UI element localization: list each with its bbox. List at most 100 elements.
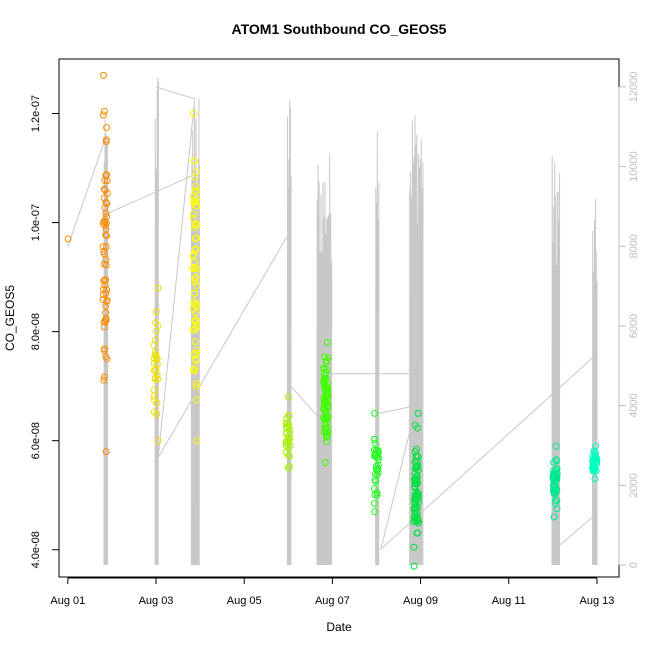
data-point <box>550 467 558 475</box>
data-point <box>191 157 198 165</box>
data-point <box>321 459 329 466</box>
data-point <box>193 396 200 404</box>
points-layer <box>64 71 601 570</box>
data-point <box>553 472 561 480</box>
data-point <box>191 173 199 181</box>
data-point <box>371 508 379 516</box>
data-point <box>103 286 111 294</box>
y-tick-label: 4.0e-08 <box>30 531 42 568</box>
altitude-connector <box>67 138 196 247</box>
data-point <box>152 308 160 315</box>
data-point <box>193 349 200 357</box>
data-point <box>193 265 201 273</box>
data-point <box>414 424 422 432</box>
data-point <box>193 234 201 242</box>
y2-tick-label: 12000 <box>628 72 640 103</box>
data-point <box>100 107 108 115</box>
data-point <box>282 442 290 450</box>
data-point <box>193 282 201 290</box>
data-point <box>190 300 198 308</box>
data-point <box>592 442 600 450</box>
data-point <box>154 437 162 445</box>
x-tick-label: Aug 05 <box>227 595 262 607</box>
y2-tick-label: 4000 <box>628 393 640 417</box>
data-point <box>103 355 111 363</box>
data-point <box>414 453 422 461</box>
data-point <box>103 296 111 304</box>
data-point <box>320 394 328 402</box>
data-point <box>286 430 294 438</box>
data-point <box>371 439 379 447</box>
data-point <box>190 258 198 266</box>
data-point <box>150 341 158 349</box>
data-point <box>192 383 200 391</box>
data-point <box>191 278 199 286</box>
data-point <box>411 496 419 504</box>
y2-tick-label: 2000 <box>628 473 640 497</box>
x-tick-label: Aug 07 <box>315 595 350 607</box>
data-point <box>324 424 331 432</box>
data-point <box>192 324 200 332</box>
data-point <box>103 200 111 208</box>
data-point <box>550 470 557 478</box>
y2-tick-label: 0 <box>628 562 640 568</box>
data-point <box>411 475 419 483</box>
data-point <box>193 221 201 228</box>
data-point <box>190 289 198 297</box>
altitude-trace <box>592 198 598 566</box>
data-point <box>101 281 109 289</box>
data-point <box>411 504 419 512</box>
data-point <box>100 185 108 193</box>
data-point <box>191 318 199 325</box>
data-point <box>286 426 294 434</box>
data-point <box>100 71 107 79</box>
data-point <box>190 110 197 117</box>
data-point <box>374 465 382 472</box>
data-point <box>371 491 379 499</box>
data-point <box>151 348 159 356</box>
data-point <box>150 392 158 400</box>
y-axis-label: CO_GEOS5 <box>3 285 17 351</box>
data-point <box>324 354 332 362</box>
data-point <box>102 448 110 456</box>
data-point <box>189 215 197 222</box>
data-point <box>191 187 199 195</box>
data-point <box>285 393 292 401</box>
data-point <box>192 183 199 190</box>
altitude-connector <box>290 373 417 427</box>
data-point <box>101 221 109 229</box>
data-point <box>411 470 419 478</box>
x-tick-label: Aug 13 <box>580 595 615 607</box>
altitude-connector <box>376 353 598 551</box>
data-point <box>283 420 291 428</box>
data-point <box>322 369 330 377</box>
data-point <box>553 465 561 473</box>
data-point <box>193 380 201 388</box>
data-point <box>410 515 418 523</box>
data-point <box>101 204 109 212</box>
data-point <box>413 488 421 496</box>
x-tick-label: Aug 03 <box>139 595 174 607</box>
data-point <box>413 529 421 537</box>
data-point <box>324 380 332 388</box>
data-point <box>550 486 558 494</box>
data-point <box>102 138 110 145</box>
data-point <box>551 481 559 489</box>
altitude-trace <box>375 131 380 566</box>
data-point <box>410 518 418 526</box>
data-point <box>64 235 72 243</box>
altitude-connector <box>155 86 289 458</box>
data-point <box>371 476 379 484</box>
data-point <box>152 353 160 361</box>
y-tick-label: 6.0e-08 <box>30 422 42 459</box>
data-point <box>284 464 292 472</box>
y-tick-label: 8.0e-08 <box>30 313 42 350</box>
data-point <box>191 367 199 375</box>
data-point <box>154 284 162 292</box>
data-point <box>591 458 599 466</box>
data-point <box>102 261 110 269</box>
y-axis: 4.0e-08 6.0e-08 8.0e-08 1.0e-07 1.2e-07 <box>30 95 60 568</box>
data-point <box>412 458 420 466</box>
data-point <box>150 408 158 416</box>
data-point <box>323 433 331 441</box>
